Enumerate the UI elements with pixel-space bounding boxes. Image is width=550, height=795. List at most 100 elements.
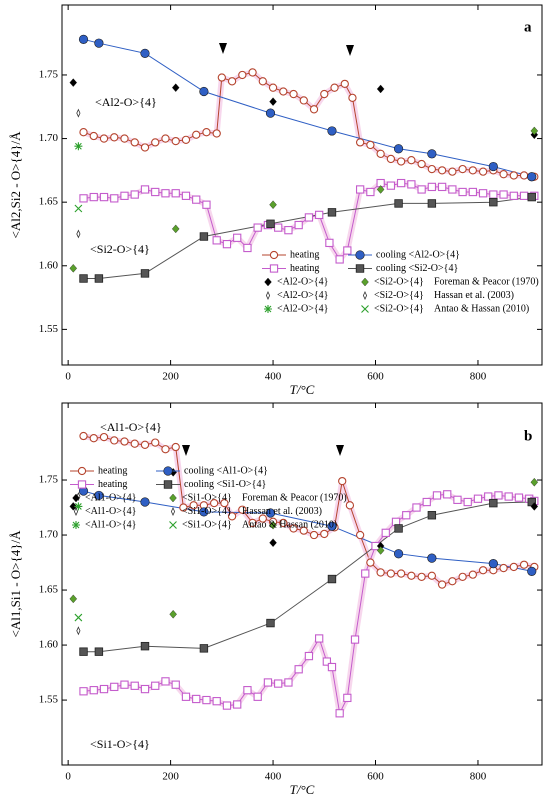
marker <box>151 681 160 690</box>
marker <box>79 274 88 283</box>
legend-label: <Si1-O>{4} <box>182 519 232 530</box>
legend-label: <Al2-O>{4} <box>277 303 328 314</box>
marker <box>394 524 403 533</box>
x-tick-label: 200 <box>162 771 179 783</box>
marker <box>519 560 529 569</box>
marker <box>427 553 437 563</box>
marker <box>355 530 365 540</box>
marker <box>478 566 488 575</box>
marker <box>217 73 226 82</box>
marker <box>473 494 483 503</box>
legend-label: <Si2-O>{4} <box>374 276 424 287</box>
marker <box>366 140 375 150</box>
marker <box>376 84 385 94</box>
legend-label: <Si2-O>{4} <box>374 303 424 314</box>
marker <box>335 255 344 264</box>
x-tick-label: 600 <box>367 371 384 383</box>
x-tick-label: 600 <box>367 771 384 783</box>
marker <box>140 684 150 694</box>
marker <box>161 445 170 454</box>
marker <box>110 194 119 203</box>
marker <box>330 83 339 92</box>
marker <box>335 709 344 718</box>
marker <box>161 189 170 198</box>
marker <box>72 493 80 503</box>
marker <box>78 34 89 44</box>
marker <box>519 171 529 180</box>
marker <box>279 518 288 528</box>
marker <box>417 185 426 194</box>
marker <box>509 171 518 180</box>
marker <box>74 502 83 511</box>
marker <box>499 563 508 573</box>
marker <box>394 199 403 208</box>
marker <box>243 686 252 695</box>
series-line <box>83 501 532 653</box>
marker <box>89 434 98 443</box>
marker <box>227 512 237 521</box>
marker <box>171 224 180 234</box>
x-tick-label: 400 <box>265 371 282 383</box>
marker <box>361 305 369 313</box>
legend-label: <Al1-O>{4} <box>85 519 136 530</box>
marker <box>509 191 518 200</box>
marker <box>304 651 314 661</box>
legend-reference: Antao & Hassan (2010) <box>242 519 337 530</box>
marker <box>437 580 447 589</box>
marker <box>343 693 352 703</box>
marker <box>163 466 173 476</box>
marker <box>488 161 498 172</box>
marker <box>478 189 488 198</box>
marker <box>140 497 150 507</box>
marker <box>315 210 324 220</box>
marker <box>422 497 431 507</box>
legend-label: <Al2-O>{4} <box>277 276 328 287</box>
marker <box>99 684 109 694</box>
marker <box>448 185 457 194</box>
series-line <box>83 196 532 279</box>
x-tick-label: 400 <box>265 771 282 783</box>
marker <box>530 477 539 487</box>
marker <box>527 192 536 202</box>
marker <box>348 93 357 103</box>
marker <box>77 466 87 476</box>
marker <box>309 105 319 114</box>
series-line <box>83 435 535 586</box>
marker <box>192 130 201 139</box>
marker <box>171 83 180 92</box>
marker <box>279 87 288 96</box>
marker <box>140 269 150 278</box>
x-tick-label: 0 <box>65 771 71 783</box>
marker <box>151 187 160 197</box>
legend-label: <Si1-O>{4} <box>182 492 232 503</box>
marker <box>69 502 78 511</box>
marker <box>299 96 308 105</box>
legend-label: <Si1-O>{4} <box>182 506 232 517</box>
marker <box>338 476 347 486</box>
marker <box>514 493 524 502</box>
marker <box>233 233 242 242</box>
series-line <box>83 490 532 572</box>
marker <box>79 128 88 137</box>
marker <box>530 126 539 136</box>
marker <box>222 240 232 249</box>
marker <box>161 134 170 143</box>
marker <box>140 185 150 194</box>
marker <box>170 507 176 516</box>
marker <box>264 277 272 287</box>
marker <box>171 680 180 689</box>
marker <box>120 437 129 446</box>
marker <box>504 492 513 501</box>
marker <box>527 172 537 182</box>
marker <box>386 181 396 190</box>
marker <box>192 694 201 704</box>
marker <box>69 594 78 604</box>
marker <box>284 226 293 235</box>
marker <box>376 546 385 555</box>
marker <box>266 219 275 228</box>
marker <box>130 190 139 199</box>
marker <box>427 571 437 580</box>
legend-reference: Foreman & Peacor (1970) <box>434 276 539 287</box>
marker <box>258 514 267 523</box>
